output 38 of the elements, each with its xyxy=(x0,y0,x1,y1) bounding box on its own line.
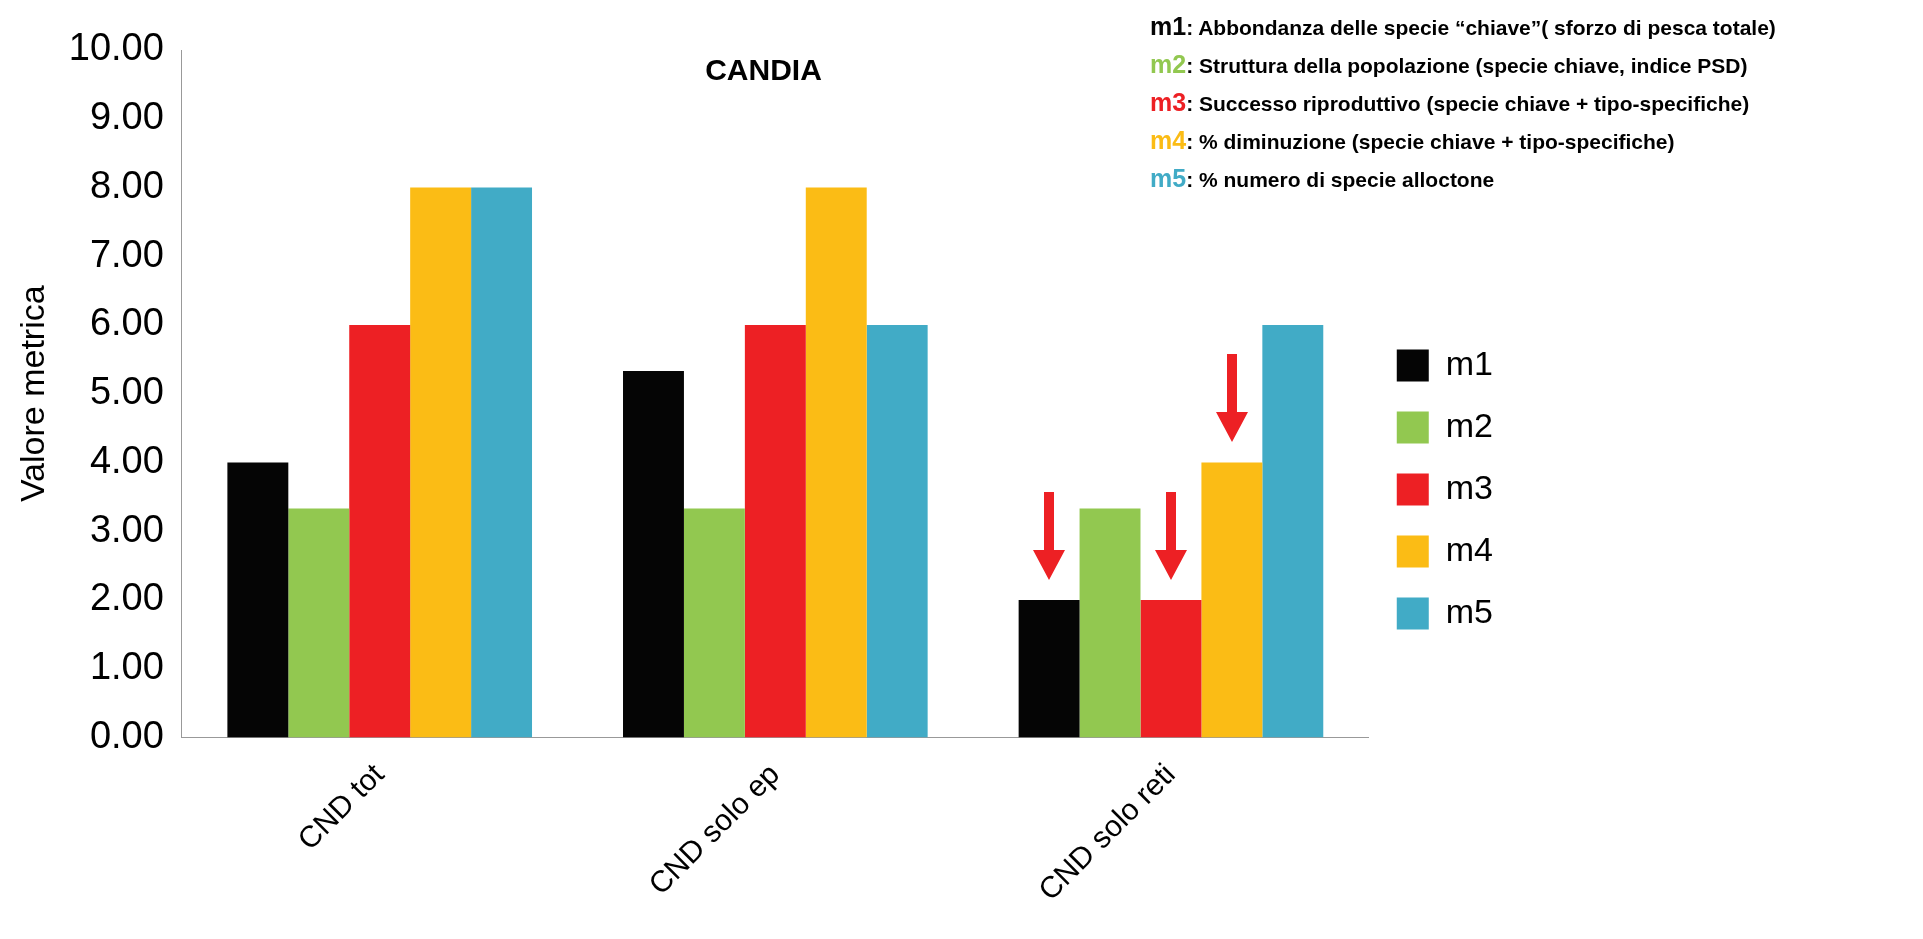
bar xyxy=(471,187,533,738)
legend-label: m5 xyxy=(1445,591,1493,630)
annotation: m4: % diminuzione (specie chiave + tipo-specifiche) xyxy=(1150,126,1675,154)
bar xyxy=(1018,599,1080,738)
legend-label: m3 xyxy=(1445,467,1493,506)
bar xyxy=(805,187,867,738)
y-tick-label: 4.00 xyxy=(89,438,164,481)
annotation: m3: Successo riproduttivo (specie chiave + tipo-specifiche) xyxy=(1150,88,1750,116)
legend-label: m2 xyxy=(1445,405,1493,444)
bar xyxy=(866,324,928,738)
bar xyxy=(744,324,806,738)
y-tick-label: 7.00 xyxy=(89,232,164,275)
y-tick-label: 5.00 xyxy=(89,370,164,413)
chart-title: CANDIA xyxy=(705,53,822,87)
y-tick-label: 8.00 xyxy=(89,163,164,206)
bar xyxy=(288,508,350,738)
bar xyxy=(623,371,684,738)
text: m1: Abbondanza delle specie “chiave”( sforzo di pesca totale) xyxy=(1150,12,1776,40)
annotation: m5: % numero di specie alloctone xyxy=(1150,164,1495,192)
bar xyxy=(1201,462,1263,738)
bar xyxy=(683,508,745,738)
y-axis-title: Valore metrica xyxy=(12,285,51,503)
bar xyxy=(1079,508,1141,738)
bar xyxy=(1262,324,1324,738)
legend-label: m1 xyxy=(1445,343,1493,382)
bar xyxy=(349,324,411,738)
y-tick-label: 2.00 xyxy=(89,576,164,619)
y-tick-label: 3.00 xyxy=(89,507,164,550)
bar xyxy=(227,462,289,738)
bar xyxy=(410,187,472,738)
y-tick-label: 0.00 xyxy=(89,713,164,756)
y-tick-label: 6.00 xyxy=(89,301,164,344)
annotation: m2: Struttura della popolazione (specie chiave, indice PSD) xyxy=(1150,50,1748,78)
y-tick-label: 9.00 xyxy=(89,95,164,138)
legend-label: m4 xyxy=(1445,529,1493,568)
y-tick-label: 10.00 xyxy=(68,26,164,69)
y-tick-label: 1.00 xyxy=(89,645,164,688)
bar xyxy=(1140,599,1202,738)
